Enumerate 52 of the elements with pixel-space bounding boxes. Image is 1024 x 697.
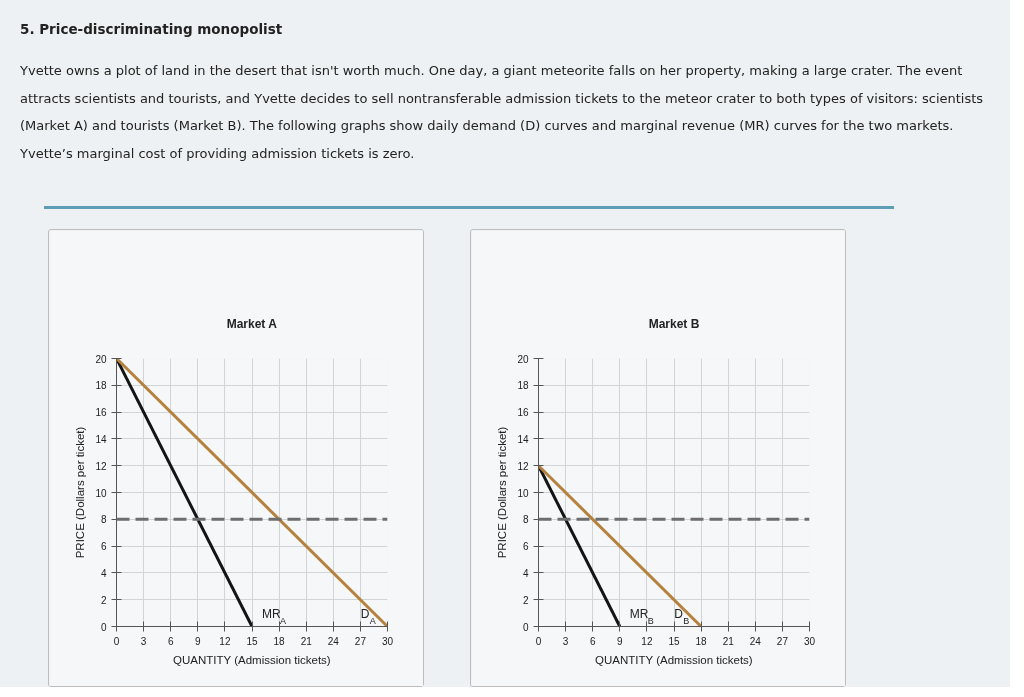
x-tick-label: 30 [803,635,816,647]
y-axis-title: PRICE (Dollars per ticket) [496,426,509,558]
x-tick-label: 9 [195,635,202,647]
y-tick-label: 8 [522,513,529,525]
y-tick-label: 8 [100,513,107,525]
y-tick-label: 6 [522,540,529,552]
x-tick-label: 18 [273,635,286,647]
x-tick-label: 3 [140,635,147,647]
x-tick-label: 0 [113,635,120,647]
y-tick-label: 4 [522,567,529,579]
y-tick-label: 6 [100,540,107,552]
y-tick-label: 2 [522,594,529,606]
x-tick-label: 15 [246,635,258,647]
x-tick-label: 30 [381,635,394,647]
y-tick-label: 4 [100,567,107,579]
x-tick-label: 24 [749,635,762,647]
y-tick-label: 0 [100,621,107,633]
y-tick-label: 18 [517,379,529,391]
y-tick-label: 14 [95,433,107,445]
x-tick-label: 21 [300,635,313,647]
y-axis-title: PRICE (Dollars per ticket) [74,426,87,558]
x-tick-label: 21 [722,635,735,647]
x-tick-label: 15 [668,635,680,647]
x-tick-label: 6 [589,635,596,647]
y-tick-label: 20 [95,353,107,365]
x-tick-label: 3 [562,635,569,647]
x-tick-label: 12 [219,635,231,647]
text: Yvette owns a plot of land in the desert that isn't worth much. One day, a giant meteorite falls on her property, making a large crater. The event attracts scientists and tourists, and Yvette decides to sell nontransferable admission tickets to the meteor crater to both types of visitors: scientists (Market A) and tourists (Market B). The following graphs show daily demand (D) curves and marginal revenue (MR) curves for the two markets. Yvette’s marginal cost of providing admission tickets is zero. [20,62,985,164]
x-axis-title: QUANTITY (Admission tickets) [595,653,753,666]
y-tick-label: 0 [522,621,529,633]
y-tick-label: 18 [95,379,107,391]
x-tick-label: 18 [695,635,708,647]
chart-title: Market B [648,316,700,331]
text: 5. Price-discriminating monopolist [20,20,283,39]
y-tick-label: 12 [517,460,529,472]
y-tick-label: 10 [95,487,107,499]
y-tick-label: 14 [517,433,529,445]
y-tick-label: 16 [517,406,529,418]
x-axis-title: QUANTITY (Admission tickets) [173,653,331,666]
x-tick-label: 27 [354,635,367,647]
y-tick-label: 16 [95,406,107,418]
x-tick-label: 9 [617,635,624,647]
x-tick-label: 24 [327,635,340,647]
x-tick-label: 0 [535,635,542,647]
y-tick-label: 20 [517,353,529,365]
x-tick-label: 12 [641,635,653,647]
y-tick-label: 12 [95,460,107,472]
chart-title: Market A [226,316,278,331]
x-tick-label: 6 [167,635,174,647]
x-tick-label: 27 [776,635,789,647]
y-tick-label: 2 [100,594,107,606]
y-tick-label: 10 [517,487,529,499]
